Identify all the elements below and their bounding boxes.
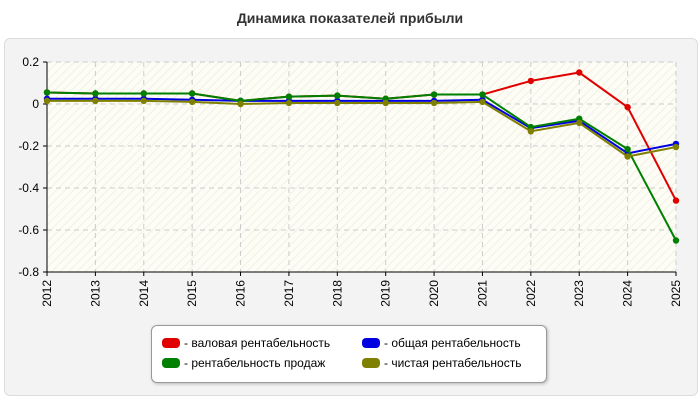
legend-swatch xyxy=(362,338,380,348)
legend-label: - чистая рентабельность xyxy=(384,356,522,370)
data-point xyxy=(672,197,680,204)
x-tick-label: 2014 xyxy=(137,280,151,307)
y-tick-label: 0 xyxy=(32,97,39,111)
legend-item: - валовая рентабельность xyxy=(162,336,330,350)
data-point xyxy=(479,91,486,98)
data-point xyxy=(672,237,680,244)
series-group xyxy=(43,97,680,160)
data-point xyxy=(43,97,51,105)
legend-item: - общая рентабельность xyxy=(362,336,521,350)
legend-swatch xyxy=(362,358,380,368)
legend-label: - валовая рентабельность xyxy=(184,336,331,350)
data-point xyxy=(43,89,51,96)
data-point xyxy=(527,77,535,85)
x-tick-label: 2019 xyxy=(379,280,393,307)
y-tick-label: 0.2 xyxy=(22,55,39,69)
data-point xyxy=(140,97,147,105)
data-point xyxy=(334,92,341,99)
x-tick-label: 2020 xyxy=(427,280,441,307)
data-point xyxy=(92,90,99,97)
data-point xyxy=(285,93,293,100)
legend-label: - рентабельность продаж xyxy=(184,356,326,370)
legend-item: - рентабельность продаж xyxy=(162,356,325,370)
series-line xyxy=(47,99,677,158)
legend-item: - чистая рентабельность xyxy=(362,356,521,370)
x-tick-label: 2013 xyxy=(88,280,102,307)
x-tick-label: 2018 xyxy=(330,280,344,307)
legend-swatch xyxy=(162,338,180,348)
data-point xyxy=(92,97,99,105)
x-tick-label: 2017 xyxy=(282,280,296,307)
x-tick-label: 2022 xyxy=(524,280,538,307)
data-point xyxy=(382,99,389,107)
data-point xyxy=(334,99,341,107)
x-tick-label: 2021 xyxy=(475,280,489,307)
chart-title: Динамика показателей прибыли xyxy=(236,10,464,26)
chart-legend: - валовая рентабельность - общая рентабел… xyxy=(151,325,547,383)
y-tick-label: -0.6 xyxy=(18,223,39,237)
x-tick-label: 2016 xyxy=(234,280,248,307)
series-line xyxy=(46,91,677,241)
data-point xyxy=(576,69,583,76)
series-group xyxy=(43,89,680,244)
data-point xyxy=(479,98,486,106)
legend-label: - общая рентабельность xyxy=(384,336,521,350)
data-point xyxy=(285,99,293,107)
data-point xyxy=(237,100,244,108)
data-point xyxy=(624,153,631,160)
data-point xyxy=(140,90,147,97)
x-tick-label: 2024 xyxy=(621,280,635,307)
x-tick-label: 2023 xyxy=(572,280,586,307)
data-point xyxy=(624,103,631,111)
data-point xyxy=(624,145,631,153)
y-tick-label: -0.8 xyxy=(18,265,39,279)
data-point xyxy=(576,119,583,127)
data-point xyxy=(672,143,680,151)
data-point xyxy=(188,98,196,106)
data-point xyxy=(430,99,438,107)
y-tick-label: -0.2 xyxy=(18,139,39,153)
x-tick-label: 2025 xyxy=(669,280,683,307)
x-tick-label: 2015 xyxy=(185,280,199,307)
x-tick-label: 2012 xyxy=(40,280,54,307)
y-tick-label: -0.4 xyxy=(18,181,39,195)
data-point xyxy=(430,91,438,98)
data-point xyxy=(527,128,535,135)
data-point xyxy=(188,90,196,97)
series-line xyxy=(47,97,677,155)
legend-swatch xyxy=(162,358,180,368)
